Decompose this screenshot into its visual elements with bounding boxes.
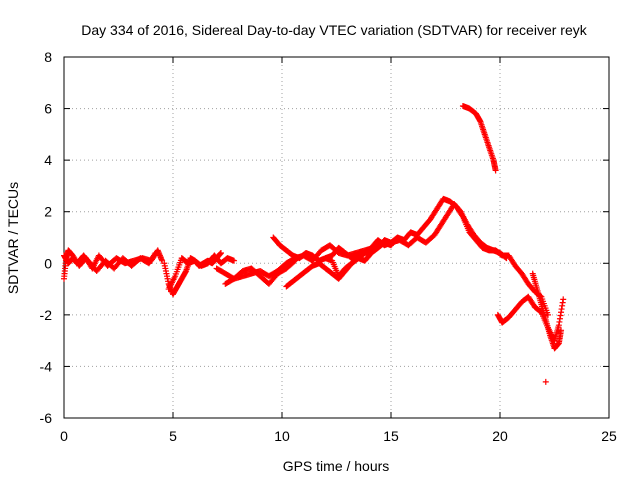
data-point-arc-m: [558, 327, 565, 334]
axis-ticks: [63, 56, 610, 419]
data-point-arc-j: [502, 254, 509, 261]
y-axis-label: SDTVAR / TECUs: [5, 182, 21, 294]
x-tick-labels: 0 5 10 15 20 25: [60, 428, 617, 444]
x-tick-label: 20: [492, 428, 508, 444]
x-tick-label: 15: [383, 428, 399, 444]
plot-frame: [63, 56, 610, 419]
y-tick-label: -6: [40, 410, 53, 426]
x-tick-label: 5: [169, 428, 177, 444]
y-tick-label: 8: [44, 49, 52, 65]
y-tick-label: 0: [44, 255, 52, 271]
data-point-arc-d: [231, 257, 238, 264]
chart-title: Day 334 of 2016, Sidereal Day-to-day VTE…: [81, 22, 587, 38]
x-tick-label: 0: [60, 428, 68, 444]
y-tick-label: 4: [44, 152, 52, 168]
y-tick-label: -4: [40, 358, 53, 374]
x-tick-label: 10: [274, 428, 290, 444]
grid-lines: [64, 57, 609, 418]
y-tick-label: 6: [44, 101, 52, 117]
y-tick-label: -2: [40, 307, 53, 323]
data-point-arc-c: [217, 249, 224, 256]
data-point-arc-f: [290, 258, 297, 265]
data-point-arc-b: [152, 249, 159, 256]
data-point-outlier: [542, 378, 549, 385]
data-point-arc-j: [503, 255, 510, 262]
x-axis-label: GPS time / hours: [283, 458, 390, 474]
y-tick-label: 2: [44, 204, 52, 220]
x-tick-label: 25: [601, 428, 617, 444]
data-point-arc-i: [544, 311, 551, 318]
y-tick-labels: -6 -4 -2 0 2 4 6 8: [40, 49, 53, 426]
data-point-arc-l: [560, 296, 567, 303]
data-point-arc-b: [151, 251, 158, 258]
data-points: [61, 102, 567, 385]
data-point-arc-k: [492, 167, 499, 174]
